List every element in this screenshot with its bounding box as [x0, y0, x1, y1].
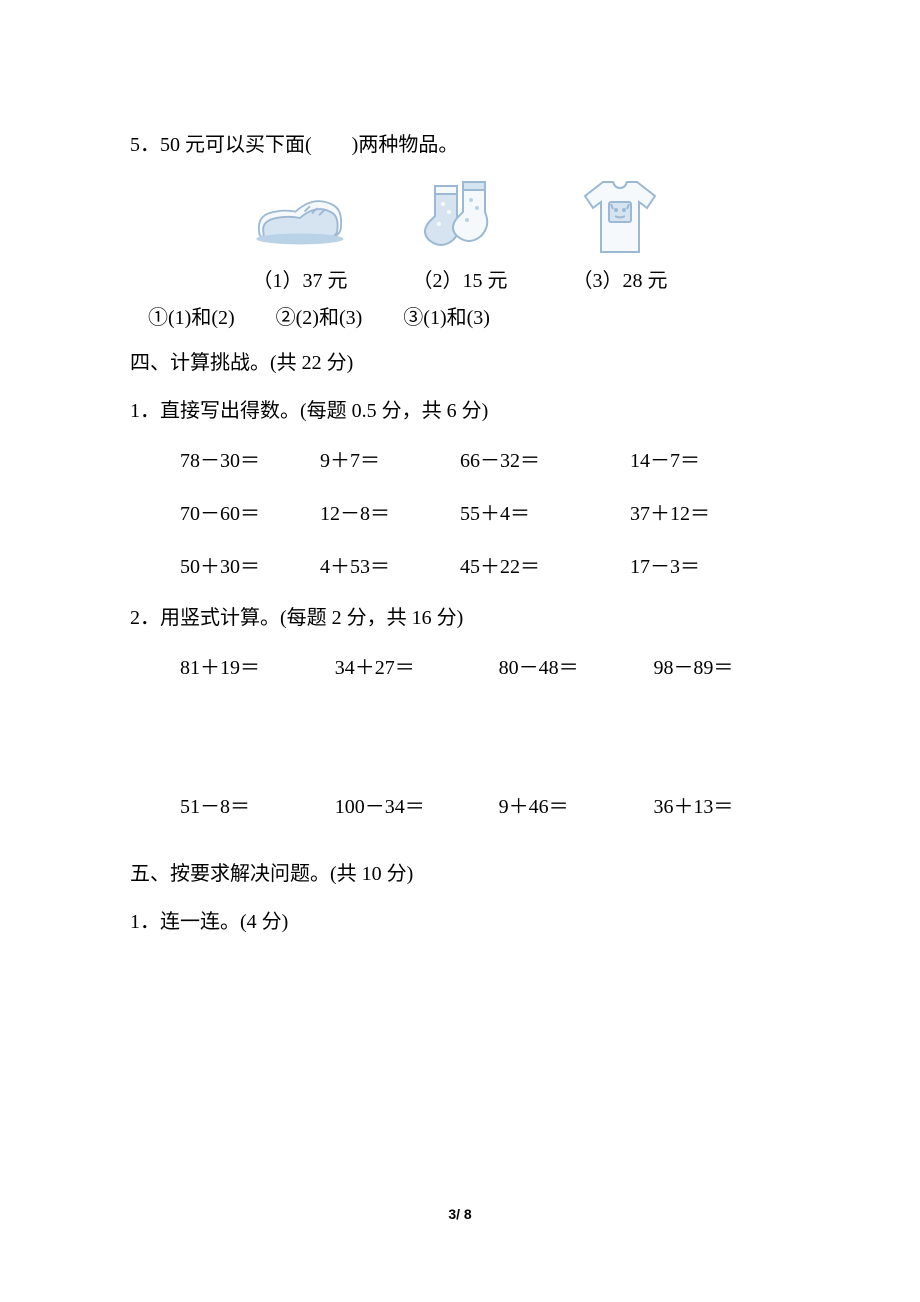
- eq-cell: 66－32＝: [460, 444, 630, 473]
- socks-icon: [410, 178, 510, 258]
- table-row: 51－8＝ 100－34＝ 9＋46＝ 36＋13＝: [180, 790, 790, 819]
- page-total: 8: [464, 1206, 472, 1222]
- table-row: 78－30＝ 9＋7＝ 66－32＝ 14－7＝: [180, 444, 790, 473]
- eq-cell: 78－30＝: [180, 444, 320, 473]
- section4-heading: 四、计算挑战。(共 22 分): [130, 348, 790, 378]
- eq-cell: 55＋4＝: [460, 497, 630, 526]
- q5-option-1: ①(1)和(2): [148, 307, 235, 329]
- eq-cell: 12－8＝: [320, 497, 460, 526]
- eq-cell: 9＋46＝: [499, 790, 654, 819]
- section4-part2-grid: 81＋19＝ 34＋27＝ 80－48＝ 98－89＝ 51－8＝ 100－34…: [130, 651, 790, 819]
- eq-cell: 34＋27＝: [335, 651, 499, 680]
- section4-part1-stem: 1．直接写出得数。(每题 0.5 分，共 6 分): [130, 396, 790, 426]
- eq-cell: 17－3＝: [630, 550, 770, 579]
- page-sep: /: [456, 1206, 464, 1222]
- tshirt-icon: [570, 178, 670, 258]
- section4-part2-stem: 2．用竖式计算。(每题 2 分，共 16 分): [130, 603, 790, 633]
- eq-cell: 100－34＝: [335, 790, 499, 819]
- eq-cell: 50＋30＝: [180, 550, 320, 579]
- page-current: 3: [448, 1206, 456, 1222]
- section5-heading: 五、按要求解决问题。(共 10 分): [130, 859, 790, 889]
- eq-cell: 70－60＝: [180, 497, 320, 526]
- q5-option-3: ③(1)和(3): [403, 307, 490, 329]
- q5-item-3-label: （3）28 元: [573, 264, 668, 293]
- eq-cell: 51－8＝: [180, 790, 335, 819]
- q5-item-2-label: （2）15 元: [413, 264, 508, 293]
- eq-cell: 4＋53＝: [320, 550, 460, 579]
- shoes-icon: [250, 178, 350, 258]
- table-row: 70－60＝ 12－8＝ 55＋4＝ 37＋12＝: [180, 497, 790, 526]
- q5-item-3: （3）28 元: [570, 178, 670, 293]
- section5-part1: 1．连一连。(4 分): [130, 907, 790, 937]
- page-footer: 3/ 8: [0, 1206, 920, 1222]
- q5-stem-blank: [312, 134, 352, 156]
- eq-cell: 81＋19＝: [180, 651, 335, 680]
- q5-option-2: ②(2)和(3): [276, 307, 363, 329]
- eq-cell: 37＋12＝: [630, 497, 770, 526]
- q5-stem-prefix: 5．50 元可以买下面(: [130, 134, 312, 156]
- eq-cell: 36＋13＝: [653, 790, 790, 819]
- q5-options: ①(1)和(2) ②(2)和(3) ③(1)和(3): [130, 301, 790, 330]
- q5-item-1-label: （1）37 元: [253, 264, 348, 293]
- eq-cell: 80－48＝: [499, 651, 654, 680]
- table-row: 50＋30＝ 4＋53＝ 45＋22＝ 17－3＝: [180, 550, 790, 579]
- table-row: 81＋19＝ 34＋27＝ 80－48＝ 98－89＝: [180, 651, 790, 680]
- eq-cell: 14－7＝: [630, 444, 770, 473]
- q5-items-row: （1）37 元: [130, 178, 790, 293]
- eq-cell: 45＋22＝: [460, 550, 630, 579]
- eq-cell: 98－89＝: [653, 651, 790, 680]
- eq-cell: 9＋7＝: [320, 444, 460, 473]
- q5-item-1: （1）37 元: [250, 178, 350, 293]
- section4-part1-grid: 78－30＝ 9＋7＝ 66－32＝ 14－7＝ 70－60＝ 12－8＝ 55…: [130, 444, 790, 579]
- q5-item-2: （2）15 元: [410, 178, 510, 293]
- q5-stem-suffix: )两种物品。: [352, 134, 459, 156]
- q5-stem: 5．50 元可以买下面( )两种物品。: [130, 130, 790, 160]
